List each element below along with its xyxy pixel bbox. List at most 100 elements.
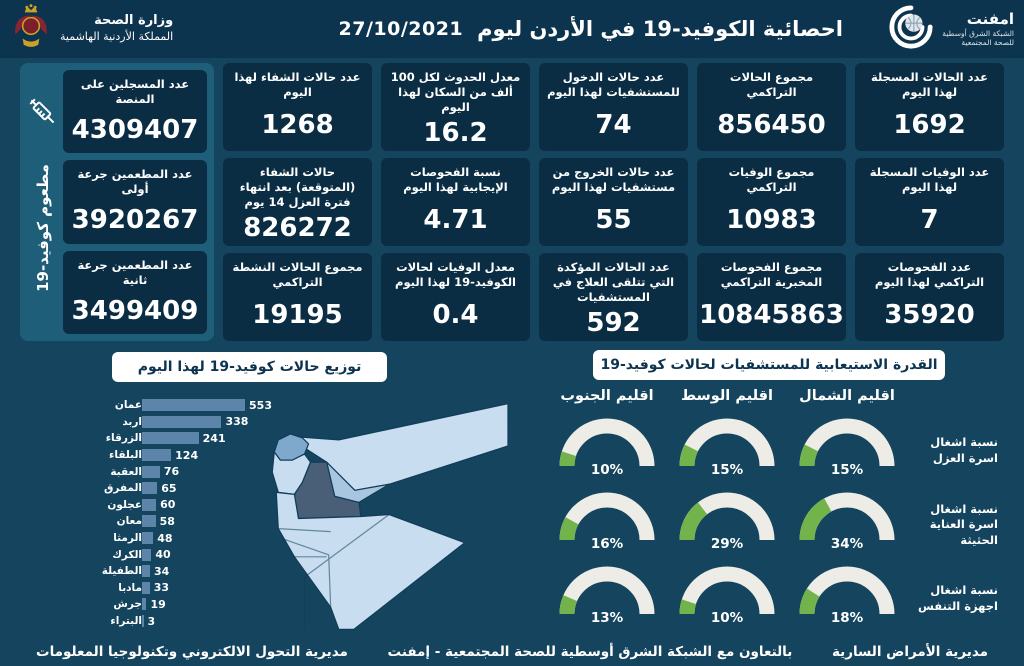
stat-label: عدد حالات الخروج من مستشفيات لهذا اليوم (551, 165, 676, 194)
stat-label: عدد الفحوصات التراكمي لهذا اليوم (874, 260, 985, 289)
bar-row: البلقاء 124 (86, 447, 298, 464)
bar-track: 553 (142, 399, 272, 412)
gauge-row-label: نسبة اشغال اسرة العزل (930, 435, 998, 465)
kingdom-name: المملكة الأردنية الهاشمية (60, 30, 174, 44)
map-region-south (275, 491, 466, 630)
bar-row: الطفيلة 34 (86, 563, 298, 580)
logo-name: امفنت (966, 10, 1014, 29)
bar-category-label: عمان (114, 399, 142, 412)
gauge: 34% (787, 488, 907, 562)
bar-row: جرش 19 (86, 596, 298, 613)
bar-value: 241 (202, 431, 226, 445)
gauge-value: 18% (830, 610, 864, 626)
stat-value: 3920267 (71, 205, 199, 236)
bar (142, 565, 150, 578)
bar (142, 532, 154, 545)
bar-row: مادبا 33 (86, 580, 298, 597)
bar-value: 19 (150, 597, 166, 611)
stat-card-positivity-rate: نسبة الفحوصات الإيجابية لهذا اليوم 4.71 (381, 158, 530, 246)
bar-track: 3 (142, 615, 272, 628)
bar-category-label: الرمثا (113, 532, 142, 545)
page-title-text: احصائية الكوفيد-19 في الأردن ليوم (477, 17, 843, 41)
stat-value: 16.2 (423, 117, 488, 148)
page-title: احصائية الكوفيد-19 في الأردن ليوم 27/10/… (339, 17, 844, 41)
stat-label: مجموع الحالات التراكمي (729, 70, 814, 99)
footer-left: مديرية التحول الالكتروني وتكنولوجيا المع… (36, 644, 348, 660)
bar-category-label: اربد (122, 415, 142, 428)
stat-card-incidence-rate: معدل الحدوث لكل 100 ألف من السكان لهذا ا… (381, 63, 530, 151)
emphnet-logo-icon (888, 4, 934, 54)
stat-label: مجموع الفحوصات المخبرية التراكمي (720, 260, 823, 289)
bar (142, 598, 147, 611)
stat-value: 7 (920, 205, 939, 236)
stat-value: 74 (595, 110, 632, 141)
bar-row: الزرقاء 241 (86, 430, 298, 447)
bar-category-label: المفرق (103, 482, 142, 495)
hospital-capacity-gauges: اقليم الشمال اقليم الوسط اقليم الجنوب نسبة … (547, 388, 1002, 636)
ministry-block: وزارة الصحة المملكة الأردنية الهاشمية (10, 3, 173, 55)
stats-column-2: مجموع الحالات التراكمي 856450 مجموع الوف… (697, 63, 846, 341)
stat-label: معدل الوفيات لحالات الكوفيد-19 لهذا اليو… (395, 260, 516, 289)
stat-value: 826272 (243, 212, 352, 243)
stats-grid: عدد الحالات المسجلة لهذا اليوم 1692 عدد … (20, 63, 1004, 341)
gauge-region-header: اقليم الجنوب (560, 388, 654, 404)
bar-row: المفرق 65 (86, 480, 298, 497)
bar-category-label: الزرقاء (105, 432, 142, 445)
stat-label: عدد الحالات المسجلة لهذا اليوم (870, 70, 989, 99)
stat-value: 592 (586, 307, 641, 338)
bar-row: معان 58 (86, 513, 298, 530)
stat-label: عدد المطعمين جرعة أولى (77, 167, 193, 197)
bar (142, 432, 199, 445)
stat-card-total-lab-tests: مجموع الفحوصات المخبرية التراكمي 1084586… (697, 253, 846, 341)
stat-value: 1692 (893, 110, 966, 141)
bar-row: عمان 553 (86, 397, 298, 414)
stat-value: 19195 (252, 300, 343, 331)
bar-row: البتراء 3 (86, 613, 298, 630)
logo-subtitle-2: للصحة المجتمعية (961, 38, 1014, 48)
stat-value: 10845863 (699, 300, 844, 331)
stat-value: 3499409 (71, 295, 199, 326)
bar-track: 76 (142, 465, 272, 478)
gauge: 15% (787, 414, 907, 488)
bar-row: الرمثا 48 (86, 530, 298, 547)
stat-card-daily-tests: عدد الفحوصات التراكمي لهذا اليوم 35920 (855, 253, 1004, 341)
stats-column-3: عدد حالات الدخول للمستشفيات لهذا اليوم 7… (539, 63, 688, 341)
gauge-region-header: اقليم الوسط (680, 388, 773, 404)
bar-row: العقبة 76 (86, 463, 298, 480)
bar-row: الكرك 40 (86, 546, 298, 563)
jordan-coat-of-arms-icon (10, 3, 52, 55)
bar-category-label: الطفيلة (101, 565, 142, 578)
syringe-icon (25, 94, 61, 134)
stat-label: نسبة الفحوصات الإيجابية لهذا اليوم (403, 165, 508, 194)
gauge-value: 10% (590, 462, 624, 478)
logo-subtitle-1: الشبكة الشرق أوسطية (942, 29, 1014, 38)
footer-center: بالتعاون مع الشبكة الشرق أوسطية للصحة ال… (387, 644, 793, 660)
bar-category-label: البتراء (110, 615, 142, 628)
stat-card-active-cases: مجموع الحالات النشطة التراكمي 19195 (223, 253, 372, 341)
bar-value: 60 (160, 498, 176, 512)
bar-category-label: البلقاء (109, 449, 142, 462)
stat-card-hospital-admissions: عدد حالات الدخول للمستشفيات لهذا اليوم 7… (539, 63, 688, 151)
gauge-value: 10% (710, 610, 744, 626)
bar-value: 34 (153, 564, 170, 578)
bar (142, 449, 172, 462)
stats-column-4: معدل الحدوث لكل 100 ألف من السكان لهذا ا… (381, 63, 530, 341)
stat-label: عدد الحالات المؤكدة التي تتلقى العلاج في… (552, 260, 675, 304)
stat-value: 10983 (726, 205, 817, 236)
jordan-map (238, 394, 510, 638)
stat-value: 4309407 (71, 115, 199, 146)
cases-bar-chart: عمان 553 اربد 338 الزرقاء 241 البلقاء 124 العقبة… (86, 397, 298, 629)
gauge-region-header: اقليم الشمال (799, 388, 895, 404)
stat-label: عدد حالات الدخول للمستشفيات لهذا اليوم (547, 70, 680, 99)
stat-value: 35920 (884, 300, 975, 331)
capacity-section-title: القدرة الاستيعابية للمستشفيات لحالات كوف… (593, 350, 945, 380)
bar (142, 415, 222, 428)
bar-track: 19 (142, 598, 272, 611)
map-inner-borders (278, 514, 390, 630)
vaccinated-vertical-label: مطعوم كوفيد-19 (34, 164, 52, 293)
stats-column-1: عدد الحالات المسجلة لهذا اليوم 1692 عدد … (855, 63, 1004, 341)
stat-card-daily-recoveries: عدد حالات الشفاء لهذا اليوم 1268 (223, 63, 372, 151)
stat-card-fatality-rate: معدل الوفيات لحالات الكوفيد-19 لهذا اليو… (381, 253, 530, 341)
stat-label: مجموع الحالات النشطة التراكمي (232, 260, 363, 289)
stat-label: عدد المسجلين على المنصة (80, 77, 190, 106)
